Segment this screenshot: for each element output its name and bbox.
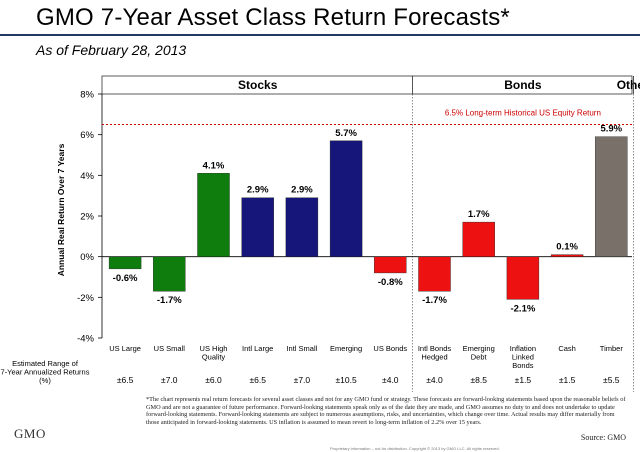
- category-label-5: Emerging: [330, 344, 362, 353]
- bar-11: [595, 136, 628, 257]
- gmo-logo: GMO: [14, 426, 46, 441]
- category-label-0: US Large: [109, 344, 141, 353]
- category-label-9: Inflation: [510, 344, 536, 353]
- bar-8: [462, 221, 495, 257]
- title-rule: [0, 34, 640, 36]
- category-label-10: Cash: [558, 344, 576, 353]
- value-label-7: -1.7%: [422, 295, 447, 306]
- page-title: GMO 7-Year Asset Class Return Forecasts*: [36, 4, 510, 31]
- return-forecast-chart: Stocks Bonds Other -4% -2% 0% 2% 4% 6% 8% Annual …: [1, 75, 640, 392]
- y-tick-label: -2%: [77, 293, 94, 304]
- bar-5: [329, 140, 363, 257]
- group-header-bonds: Bonds: [504, 78, 542, 92]
- copyright-note: Proprietary information – not for distri…: [330, 446, 500, 451]
- bar-7: [418, 256, 451, 292]
- value-label-3: 2.9%: [247, 185, 269, 196]
- category-label-6: US Bonds: [373, 344, 407, 353]
- value-label-1: -1.7%: [157, 295, 182, 306]
- category-label-2: US High: [200, 344, 228, 353]
- group-header-band: [101, 75, 633, 95]
- reference-line-label: 6.5% Long-term Historical US Equity Retu…: [445, 109, 601, 118]
- category-label-9: Bonds: [512, 361, 534, 370]
- y-tick-label: 6%: [80, 130, 94, 141]
- range-row-label: Estimated Range of: [12, 359, 79, 368]
- category-label-8: Emerging: [463, 344, 495, 353]
- range-value-5: ±10.5: [335, 375, 356, 385]
- category-label-3: Intl Large: [242, 344, 273, 353]
- bar-4: [285, 197, 319, 257]
- disclaimer-footnote: *The chart represents real return foreca…: [146, 396, 626, 426]
- category-label-9: Linked: [512, 353, 534, 362]
- range-value-0: ±6.5: [117, 375, 134, 385]
- range-value-3: ±6.5: [249, 375, 266, 385]
- range-value-7: ±4.0: [426, 375, 443, 385]
- y-tick-label: -4%: [77, 334, 94, 345]
- value-label-4: 2.9%: [291, 185, 313, 196]
- category-label-2: Quality: [202, 353, 226, 362]
- range-value-4: ±7.0: [294, 375, 311, 385]
- range-row-label: (%): [39, 376, 51, 385]
- value-label-5: 5.7%: [335, 128, 357, 139]
- value-label-0: -0.6%: [113, 273, 138, 284]
- bars: [108, 136, 628, 300]
- category-label-1: US Small: [154, 344, 186, 353]
- category-label-7: Hedged: [421, 353, 447, 362]
- y-tick-label: 4%: [80, 171, 94, 182]
- bar-0: [108, 256, 142, 270]
- bar-6: [374, 256, 407, 274]
- y-axis: -4% -2% 0% 2% 4% 6% 8% Annual Real Return Over …: [56, 90, 632, 345]
- value-label-8: 1.7%: [468, 209, 490, 220]
- range-value-6: ±4.0: [382, 375, 399, 385]
- range-value-10: ±1.5: [559, 375, 576, 385]
- group-header-other: Other: [617, 78, 640, 92]
- value-label-2: 4.1%: [203, 160, 225, 171]
- category-label-7: Intl Bonds: [418, 344, 452, 353]
- range-value-2: ±6.0: [205, 375, 222, 385]
- value-label-9: -2.1%: [510, 303, 535, 314]
- group-header-stocks: Stocks: [238, 78, 278, 92]
- value-label-6: -0.8%: [378, 277, 403, 288]
- y-tick-label: 2%: [80, 212, 94, 223]
- range-value-1: ±7.0: [161, 375, 178, 385]
- bar-9: [506, 256, 540, 300]
- y-tick-label: 8%: [80, 90, 94, 101]
- category-label-4: Intl Small: [286, 344, 317, 353]
- y-axis-title: Annual Real Return Over 7 Years: [56, 143, 66, 276]
- value-label-10: 0.1%: [556, 242, 578, 253]
- page-subtitle: As of February 28, 2013: [36, 42, 187, 58]
- source-note: Source: GMO: [580, 433, 626, 442]
- bar-1: [153, 256, 186, 292]
- y-tick-label: 0%: [80, 252, 94, 263]
- category-label-11: Timber: [600, 344, 624, 353]
- value-label-11: 5.9%: [600, 124, 622, 135]
- chart-frame: Stocks Bonds Other: [101, 75, 640, 392]
- bar-2: [197, 173, 230, 257]
- category-label-8: Debt: [471, 353, 488, 362]
- range-value-8: ±8.5: [470, 375, 487, 385]
- bar-3: [241, 197, 274, 257]
- labels: -0.6% -1.7% 4.1% 2.9% 2.9% 5.7% -0.8% -1.7% 1.7%…: [1, 124, 624, 385]
- range-row-label: 7-Year Annualized Returns: [1, 368, 90, 377]
- bar-10: [550, 254, 584, 257]
- range-value-11: ±5.5: [603, 375, 620, 385]
- range-value-9: ±1.5: [515, 375, 532, 385]
